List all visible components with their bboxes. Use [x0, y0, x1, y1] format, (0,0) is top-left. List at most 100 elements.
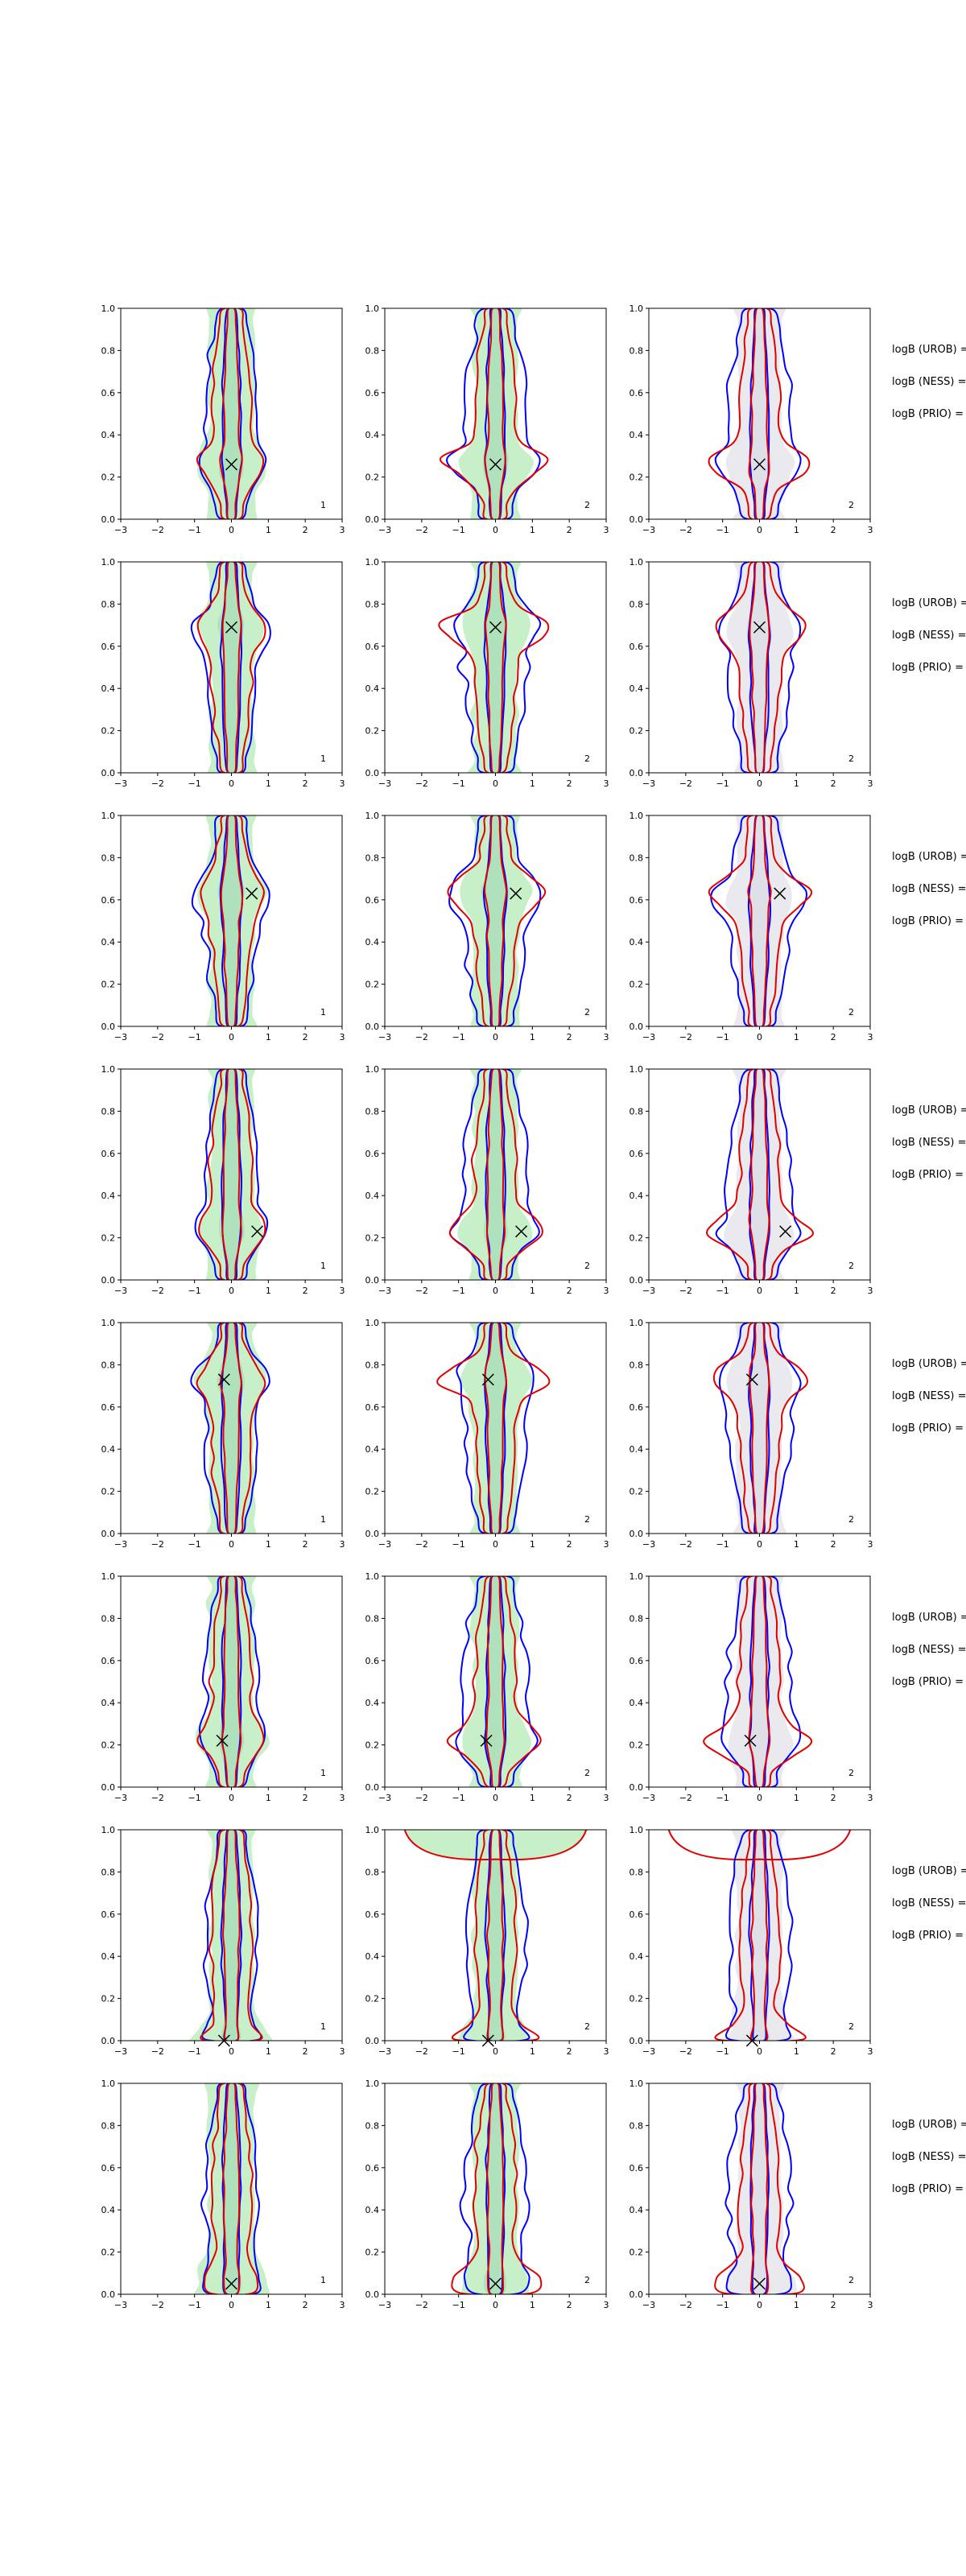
marker-x [216, 1734, 229, 1747]
y-tick-label: 0.2 [630, 473, 644, 483]
plot-area [194, 1069, 269, 1280]
plot-area [436, 1323, 551, 1534]
y-tick-label: 0.0 [630, 2289, 644, 2300]
red-contour-outer [703, 1576, 813, 1787]
subplot-r5-c1: −3 −2 −1 0 1 2 3 0.0 0.2 0.4 0.6 0.8 1.0 1 [101, 1318, 345, 1550]
red-contour-inner [750, 2083, 770, 2294]
red-contour-outer [196, 1323, 266, 1534]
subplot-r4-c3: −3 −2 −1 0 1 2 3 0.0 0.2 0.4 0.6 0.8 1.0 2 [630, 1064, 873, 1296]
y-tick-label: 0.6 [365, 1656, 380, 1666]
x-tick-label: −3 [114, 1539, 127, 1550]
plot-area [712, 1323, 808, 1534]
y-tick-label: 0.6 [365, 642, 380, 652]
x-tick-label: −1 [188, 1032, 201, 1042]
x-tick-label: 1 [794, 1032, 799, 1042]
x-tick-label: −1 [716, 1286, 729, 1296]
x-tick-label: −1 [452, 1032, 465, 1042]
y-tick-label: 0.4 [630, 430, 644, 440]
x-tick-label: 3 [868, 2300, 873, 2310]
red-contour-outer [715, 562, 807, 773]
y-tick-label: 0.2 [630, 1233, 644, 1244]
y-tick-label: 0.4 [365, 1951, 380, 1962]
y-tick-label: 1.0 [101, 1825, 116, 1835]
x-tick-label: 1 [266, 1032, 271, 1042]
x-tick-label: 2 [831, 1286, 836, 1296]
blue-contour-outer [459, 2083, 530, 2294]
row-legend-1: logB (UROB) = logB (NESS) = logB (PRIO) = [892, 344, 966, 420]
x-tick-label: −1 [716, 1032, 729, 1042]
x-tick-label: −3 [378, 1793, 391, 1803]
x-tick-label: 2 [567, 1539, 572, 1550]
y-tick-label: 0.6 [365, 895, 380, 906]
plot-area [667, 1830, 852, 2041]
x-tick-label: −1 [188, 1286, 201, 1296]
y-tick-label: 0.2 [365, 980, 380, 990]
x-tick-label: 3 [604, 1286, 609, 1296]
subplot-r1-c1: −3 −2 −1 0 1 2 3 0.0 0.2 0.4 0.6 0.8 1.0 1 [101, 303, 345, 535]
y-tick-label: 0.2 [101, 473, 116, 483]
plot-area [447, 815, 547, 1026]
y-tick-label: 1.0 [101, 2079, 116, 2089]
x-tick-label: 0 [757, 778, 762, 789]
blue-contour-outer [201, 1830, 262, 2041]
x-tick-label: −3 [378, 525, 391, 535]
x-tick-label: −3 [642, 1539, 655, 1550]
red-contour-outer [436, 1323, 551, 1534]
blue-contour-outer [448, 815, 542, 1026]
blue-contour-outer [718, 562, 802, 773]
plot-area [195, 1576, 270, 1787]
x-tick-label: 1 [794, 2300, 799, 2310]
x-tick-label: 1 [266, 1539, 271, 1550]
y-tick-label: 1.0 [630, 557, 644, 568]
y-tick-label: 1.0 [101, 811, 116, 821]
x-tick-label: −1 [716, 778, 729, 789]
subplot-r6-c1: −3 −2 −1 0 1 2 3 0.0 0.2 0.4 0.6 0.8 1.0 1 [101, 1571, 345, 1803]
blue-contour-inner [484, 1323, 508, 1534]
x-tick-label: −2 [415, 1032, 428, 1042]
y-tick-label: 0.2 [101, 2248, 116, 2258]
x-tick-label: 0 [229, 1793, 234, 1803]
y-tick-label: 0.6 [630, 642, 644, 652]
subplot-r2-c1: −3 −2 −1 0 1 2 3 0.0 0.2 0.4 0.6 0.8 1.0 1 [101, 557, 345, 789]
x-tick-label: 2 [567, 2046, 572, 2057]
x-tick-label: 2 [303, 525, 308, 535]
x-tick-label: 3 [340, 1286, 345, 1296]
legend-label: logB (UROB) = [892, 597, 966, 609]
legend-label: logB (UROB) = [892, 1865, 966, 1877]
marker-x [489, 2277, 502, 2290]
x-tick-label: 3 [604, 778, 609, 789]
x-tick-label: 0 [229, 2300, 234, 2310]
row-legend-4: logB (UROB) = logB (NESS) = logB (PRIO) = [892, 1104, 966, 1181]
blue-contour-outer [710, 815, 808, 1026]
y-tick-label: 0.8 [630, 1613, 644, 1624]
y-tick-label: 0.8 [365, 599, 380, 609]
y-tick-label: 0.6 [101, 1656, 116, 1666]
corner-label: 2 [848, 753, 854, 764]
y-tick-label: 0.0 [101, 514, 116, 525]
y-tick-label: 0.8 [101, 852, 116, 863]
marker-x [489, 621, 502, 634]
marker-x [753, 621, 766, 634]
y-tick-label: 0.6 [630, 895, 644, 906]
y-tick-label: 0.4 [101, 430, 116, 440]
x-tick-label: −3 [378, 1286, 391, 1296]
x-tick-label: −3 [642, 525, 655, 535]
plot-area [715, 562, 807, 773]
subplot-r3-c3: −3 −2 −1 0 1 2 3 0.0 0.2 0.4 0.6 0.8 1.0 2 [630, 811, 873, 1042]
y-tick-label: 0.6 [101, 642, 116, 652]
blue-contour-outer [453, 562, 542, 773]
blue-contour-outer [191, 815, 270, 1026]
marker-x [774, 887, 786, 900]
x-tick-label: −2 [679, 1032, 692, 1042]
subplot-r2-c3: −3 −2 −1 0 1 2 3 0.0 0.2 0.4 0.6 0.8 1.0 2 [630, 557, 873, 789]
subplot-r8-c2: −3 −2 −1 0 1 2 3 0.0 0.2 0.4 0.6 0.8 1.0 2 [365, 2079, 609, 2310]
corner-label: 2 [584, 1768, 590, 1778]
legend-label: logB (PRIO) = [892, 1930, 964, 1942]
y-tick-label: 0.6 [365, 1909, 380, 1920]
red-contour-outer [198, 1069, 266, 1280]
y-tick-label: 0.2 [101, 726, 116, 737]
marker-x [753, 458, 766, 471]
x-tick-label: −2 [151, 1286, 164, 1296]
row-legend-3: logB (UROB) = logB (NESS) = logB (PRIO) = [892, 851, 966, 927]
